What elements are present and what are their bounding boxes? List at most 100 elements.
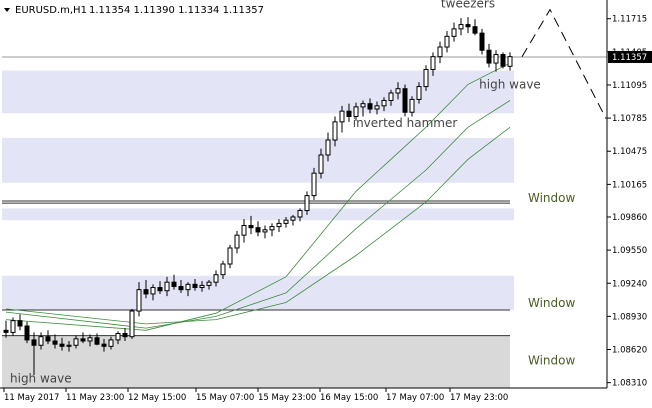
candle-body xyxy=(479,32,485,51)
price-tick-label: 1.10165 xyxy=(612,180,647,190)
candle xyxy=(437,41,443,64)
candle xyxy=(290,214,296,226)
candle-body xyxy=(430,56,436,70)
candle xyxy=(416,82,422,104)
candle xyxy=(3,320,9,338)
time-tick-label: 16 May 15:00 xyxy=(320,393,378,403)
candle xyxy=(10,317,16,336)
supply-demand-zone xyxy=(2,137,514,183)
price-tick-label: 1.08620 xyxy=(612,346,647,356)
price-tick-label: 1.10475 xyxy=(612,147,647,157)
price-tick-label: 1.08930 xyxy=(612,312,647,322)
candle-body xyxy=(332,121,338,141)
candle xyxy=(353,102,359,121)
candle xyxy=(115,331,121,345)
candle-body xyxy=(129,310,135,338)
candle xyxy=(241,219,247,243)
candle-body xyxy=(101,343,107,347)
candle-body xyxy=(444,35,450,48)
candle-body xyxy=(122,332,128,338)
candle xyxy=(31,332,37,376)
window-label: Window xyxy=(528,353,576,367)
candle-body xyxy=(500,54,506,67)
candle-body xyxy=(255,227,261,233)
current-price-label: 1.11357 xyxy=(612,53,647,63)
candle xyxy=(381,97,387,112)
candle xyxy=(325,132,331,162)
candle-body xyxy=(171,281,177,287)
supply-demand-zone xyxy=(2,208,514,221)
symbol-label: EURUSD.m,H1 xyxy=(15,5,87,16)
candle xyxy=(360,100,366,117)
candle xyxy=(17,314,23,331)
candle xyxy=(234,230,240,254)
time-tick-label: 17 May 23:00 xyxy=(450,393,508,403)
candle-body xyxy=(388,92,394,101)
candle-body xyxy=(220,263,226,276)
candle xyxy=(108,336,114,350)
candle xyxy=(38,332,44,350)
annotations-layer: tweezers high wave inverted hammer high wav… xyxy=(10,0,576,386)
candle xyxy=(178,280,184,293)
candle xyxy=(493,50,499,72)
candle-body xyxy=(353,106,359,118)
candle-body xyxy=(437,46,443,58)
candle-body xyxy=(157,287,163,292)
candle-body xyxy=(276,222,282,228)
candle-body xyxy=(283,219,289,224)
candle xyxy=(80,332,86,344)
candles-layer xyxy=(3,17,513,376)
candle-body xyxy=(24,325,30,341)
moving-average-line xyxy=(5,126,511,325)
time-axis: 11 May 2017 11 May 23:00 12 May 15:00 15 Ma… xyxy=(3,388,508,403)
candle-body xyxy=(507,56,513,67)
candle xyxy=(150,284,156,301)
candle xyxy=(276,219,282,232)
candle-body xyxy=(304,195,310,212)
candle xyxy=(472,19,478,36)
candle xyxy=(129,308,135,339)
candle xyxy=(500,52,506,69)
candle xyxy=(255,221,261,237)
candle xyxy=(458,18,464,36)
candle xyxy=(24,321,30,344)
candle xyxy=(409,96,415,117)
candle xyxy=(311,167,317,200)
price-tick-label: 1.08310 xyxy=(612,379,647,389)
candle-body xyxy=(241,225,247,236)
candle-body xyxy=(234,234,240,249)
moving-average-layer xyxy=(5,62,511,331)
price-tick-label: 1.09550 xyxy=(612,246,647,256)
price-tick-label: 1.10785 xyxy=(612,114,647,124)
time-tick-label: 15 May 07:00 xyxy=(196,393,254,403)
zone-layer xyxy=(2,70,514,388)
candle-body xyxy=(346,110,352,118)
candle-body xyxy=(416,86,422,100)
candle-body xyxy=(45,336,51,342)
triangle-down-icon xyxy=(4,8,10,12)
candle-body xyxy=(59,343,65,347)
candle xyxy=(206,280,212,290)
candle-body xyxy=(10,320,16,333)
candle-body xyxy=(339,110,345,123)
candle xyxy=(171,274,177,290)
candle xyxy=(367,98,373,114)
candle xyxy=(262,225,268,239)
candle xyxy=(45,330,51,345)
time-tick-label: 17 May 07:00 xyxy=(386,393,444,403)
projection-layer xyxy=(521,8,607,119)
candle xyxy=(101,338,107,352)
candle xyxy=(66,340,72,352)
candle xyxy=(444,30,450,53)
candle xyxy=(507,52,513,71)
candle xyxy=(395,82,401,100)
candle-body xyxy=(486,49,492,64)
candle-body xyxy=(38,336,44,346)
candle xyxy=(388,89,394,106)
candle-body xyxy=(381,99,387,107)
candle xyxy=(227,244,233,269)
candle-body xyxy=(493,54,499,64)
moving-average-line xyxy=(5,100,511,329)
time-tick-label: 11 May 23:00 xyxy=(66,393,124,403)
